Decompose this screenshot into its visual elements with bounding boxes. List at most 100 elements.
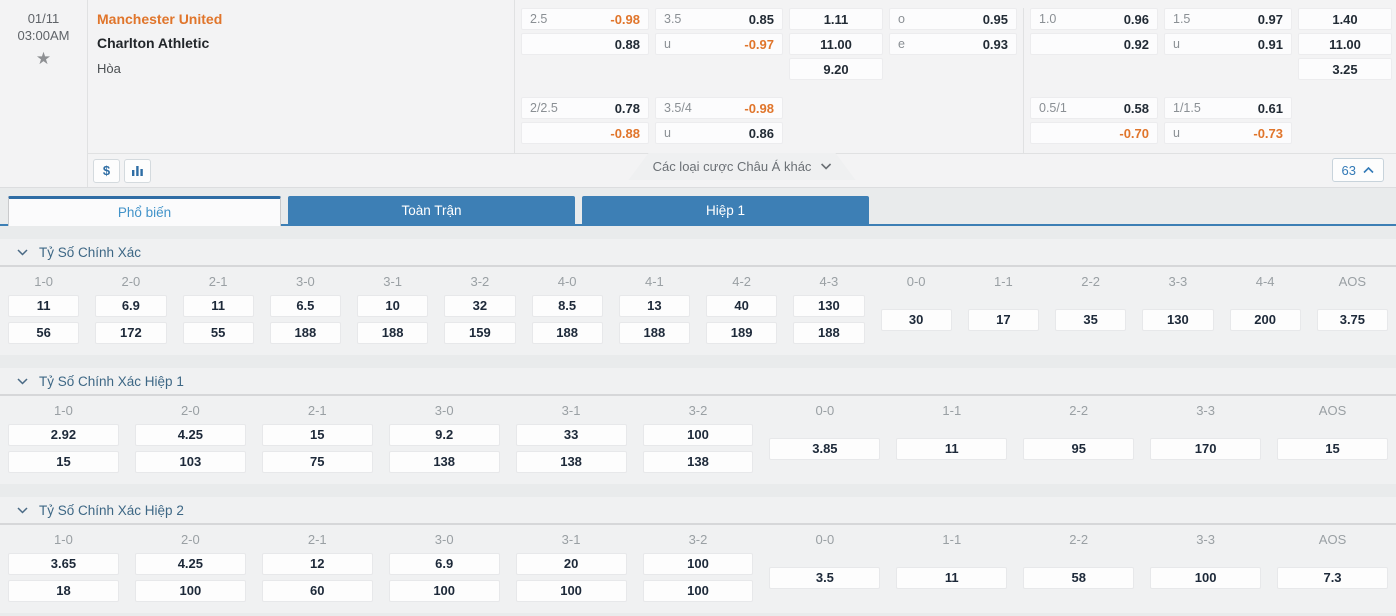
tab-hiep-1[interactable]: Hiệp 1 (582, 196, 869, 224)
stats-button[interactable] (124, 158, 151, 183)
odds-cell[interactable]: 75 (261, 451, 373, 473)
odds-cell[interactable]: 100 (1150, 567, 1262, 589)
section-header[interactable]: Tỷ Số Chính Xác Hiệp 2 (0, 497, 1396, 525)
market-count-toggle[interactable]: 63 (1331, 158, 1384, 182)
odds-cell[interactable]: 15 (8, 451, 119, 473)
section-header[interactable]: Tỷ Số Chính Xác Hiệp 1 (0, 368, 1396, 396)
odds-cell[interactable]: 3.5/4 -0.98 (655, 97, 783, 119)
odds-cell[interactable]: 1.5 0.97 (1164, 8, 1292, 30)
odds-cell[interactable]: 9.20 (789, 58, 883, 80)
odds-cell[interactable]: u -0.73 (1164, 122, 1292, 144)
odds-cell[interactable]: 12 (261, 553, 373, 575)
odds-cell[interactable]: 17 (967, 309, 1039, 331)
odds-cell[interactable]: 56 (8, 322, 80, 344)
odds-cell[interactable]: 20 (515, 553, 627, 575)
odds-cell[interactable]: -0.88 (521, 122, 649, 144)
odds-cell[interactable]: 11 (896, 438, 1008, 460)
odds-cell[interactable]: o 0.95 (889, 8, 1017, 30)
odds-cell[interactable]: 100 (515, 580, 627, 602)
odds-cell[interactable]: u 0.91 (1164, 33, 1292, 55)
odds-cell[interactable]: 3.5 0.85 (655, 8, 783, 30)
odds-cell[interactable]: 11.00 (789, 33, 883, 55)
odds-cell[interactable]: 95 (1023, 438, 1135, 460)
odds-cell[interactable]: 7.3 (1277, 567, 1388, 589)
odds-cell[interactable]: 188 (531, 322, 603, 344)
odds-cell[interactable]: 188 (269, 322, 341, 344)
odds-cell[interactable]: 13 (618, 295, 690, 317)
odds-cell[interactable]: 10 (357, 295, 429, 317)
odds-cell[interactable]: 1/1.5 0.61 (1164, 97, 1292, 119)
odds-cell[interactable]: u -0.97 (655, 33, 783, 55)
odds-cell[interactable]: 200 (1229, 309, 1301, 331)
odds-cell[interactable]: 4.25 (134, 553, 246, 575)
odds-cell[interactable]: 8.5 (531, 295, 603, 317)
odds-cell[interactable]: 2.5 -0.98 (521, 8, 649, 30)
odds-cell[interactable]: 3.65 (8, 553, 119, 575)
odds-cell[interactable]: 30 (880, 309, 952, 331)
odds-cell[interactable]: 40 (706, 295, 778, 317)
odds-cell[interactable]: 188 (618, 322, 690, 344)
odds-cell[interactable]: 33 (515, 424, 627, 446)
odds-cell[interactable]: e 0.93 (889, 33, 1017, 55)
odds-cell[interactable]: 60 (261, 580, 373, 602)
more-asian-markets-dropdown[interactable]: Các loại cược Châu Á khác (629, 153, 856, 180)
odds-cell[interactable]: 189 (706, 322, 778, 344)
odds-cell[interactable]: 35 (1055, 309, 1127, 331)
odds-cell[interactable]: 188 (357, 322, 429, 344)
odds-cell[interactable]: 11 (8, 295, 80, 317)
odds-cell[interactable]: 58 (1023, 567, 1135, 589)
odds-cell[interactable]: 18 (8, 580, 119, 602)
odds-cell[interactable]: 11 (182, 295, 254, 317)
odds-cell[interactable]: 100 (642, 580, 754, 602)
odds-cell[interactable]: 3.85 (769, 438, 881, 460)
odds-cell[interactable]: 0.88 (521, 33, 649, 55)
odds-cell[interactable]: 3.25 (1298, 58, 1392, 80)
score-column: 3-2 100 100 (635, 528, 762, 603)
odds-cell[interactable]: 172 (95, 322, 167, 344)
odds-cell[interactable]: 170 (1150, 438, 1262, 460)
tab-pho-bien[interactable]: Phổ biến (8, 196, 281, 226)
odds-cell[interactable]: 130 (793, 295, 865, 317)
odds-cell[interactable]: 138 (515, 451, 627, 473)
odds-cell[interactable]: 100 (642, 553, 754, 575)
odds-cell[interactable]: 6.5 (269, 295, 341, 317)
odds-cell[interactable]: 0.92 (1030, 33, 1158, 55)
home-team-name[interactable]: Manchester United (97, 11, 223, 27)
odds-cell[interactable]: 11.00 (1298, 33, 1392, 55)
odds-cell[interactable]: 100 (642, 424, 754, 446)
odds-cell[interactable]: 100 (134, 580, 246, 602)
favorite-star-icon[interactable]: ★ (35, 49, 52, 68)
odds-cell[interactable]: 100 (388, 580, 500, 602)
odds-cell[interactable]: 1.11 (789, 8, 883, 30)
odds-cell[interactable]: 32 (444, 295, 516, 317)
odds-cell[interactable]: 130 (1142, 309, 1214, 331)
odds-cell[interactable]: 1.40 (1298, 8, 1392, 30)
odds-cell[interactable]: u 0.86 (655, 122, 783, 144)
odds-cell[interactable]: 1.0 0.96 (1030, 8, 1158, 30)
odds-cell[interactable]: 3.75 (1316, 309, 1388, 331)
odds-cell[interactable]: 55 (182, 322, 254, 344)
score-label: 1-0 (34, 274, 54, 289)
odds-cell[interactable]: 6.9 (95, 295, 167, 317)
odds-cell[interactable]: 2.92 (8, 424, 119, 446)
odds-cell[interactable]: -0.70 (1030, 122, 1158, 144)
odds-cell[interactable]: 6.9 (388, 553, 500, 575)
odds-cell[interactable]: 3.5 (769, 567, 881, 589)
tab-toan-tran[interactable]: Toàn Trận (288, 196, 575, 224)
section-header[interactable]: Tỷ Số Chính Xác (0, 239, 1396, 267)
odds-cell[interactable]: 138 (388, 451, 500, 473)
money-button[interactable]: $ (93, 158, 120, 183)
odds-cell[interactable]: 9.2 (388, 424, 500, 446)
odds-cell[interactable]: 15 (261, 424, 373, 446)
sections-container: Tỷ Số Chính Xác 1-0 11 56 2-0 6.9 172 2-1 11 55 3-… (0, 239, 1396, 613)
odds-cell[interactable]: 159 (444, 322, 516, 344)
odds-cell[interactable]: 11 (896, 567, 1008, 589)
odds-cell[interactable]: 188 (793, 322, 865, 344)
odds-cell[interactable]: 0.5/1 0.58 (1030, 97, 1158, 119)
odds-cell[interactable]: 103 (134, 451, 246, 473)
odds-cell[interactable]: 2/2.5 0.78 (521, 97, 649, 119)
odds-cell[interactable]: 138 (642, 451, 754, 473)
odds-cell[interactable]: 15 (1277, 438, 1388, 460)
away-team-name[interactable]: Charlton Athletic (97, 35, 210, 51)
odds-cell[interactable]: 4.25 (134, 424, 246, 446)
